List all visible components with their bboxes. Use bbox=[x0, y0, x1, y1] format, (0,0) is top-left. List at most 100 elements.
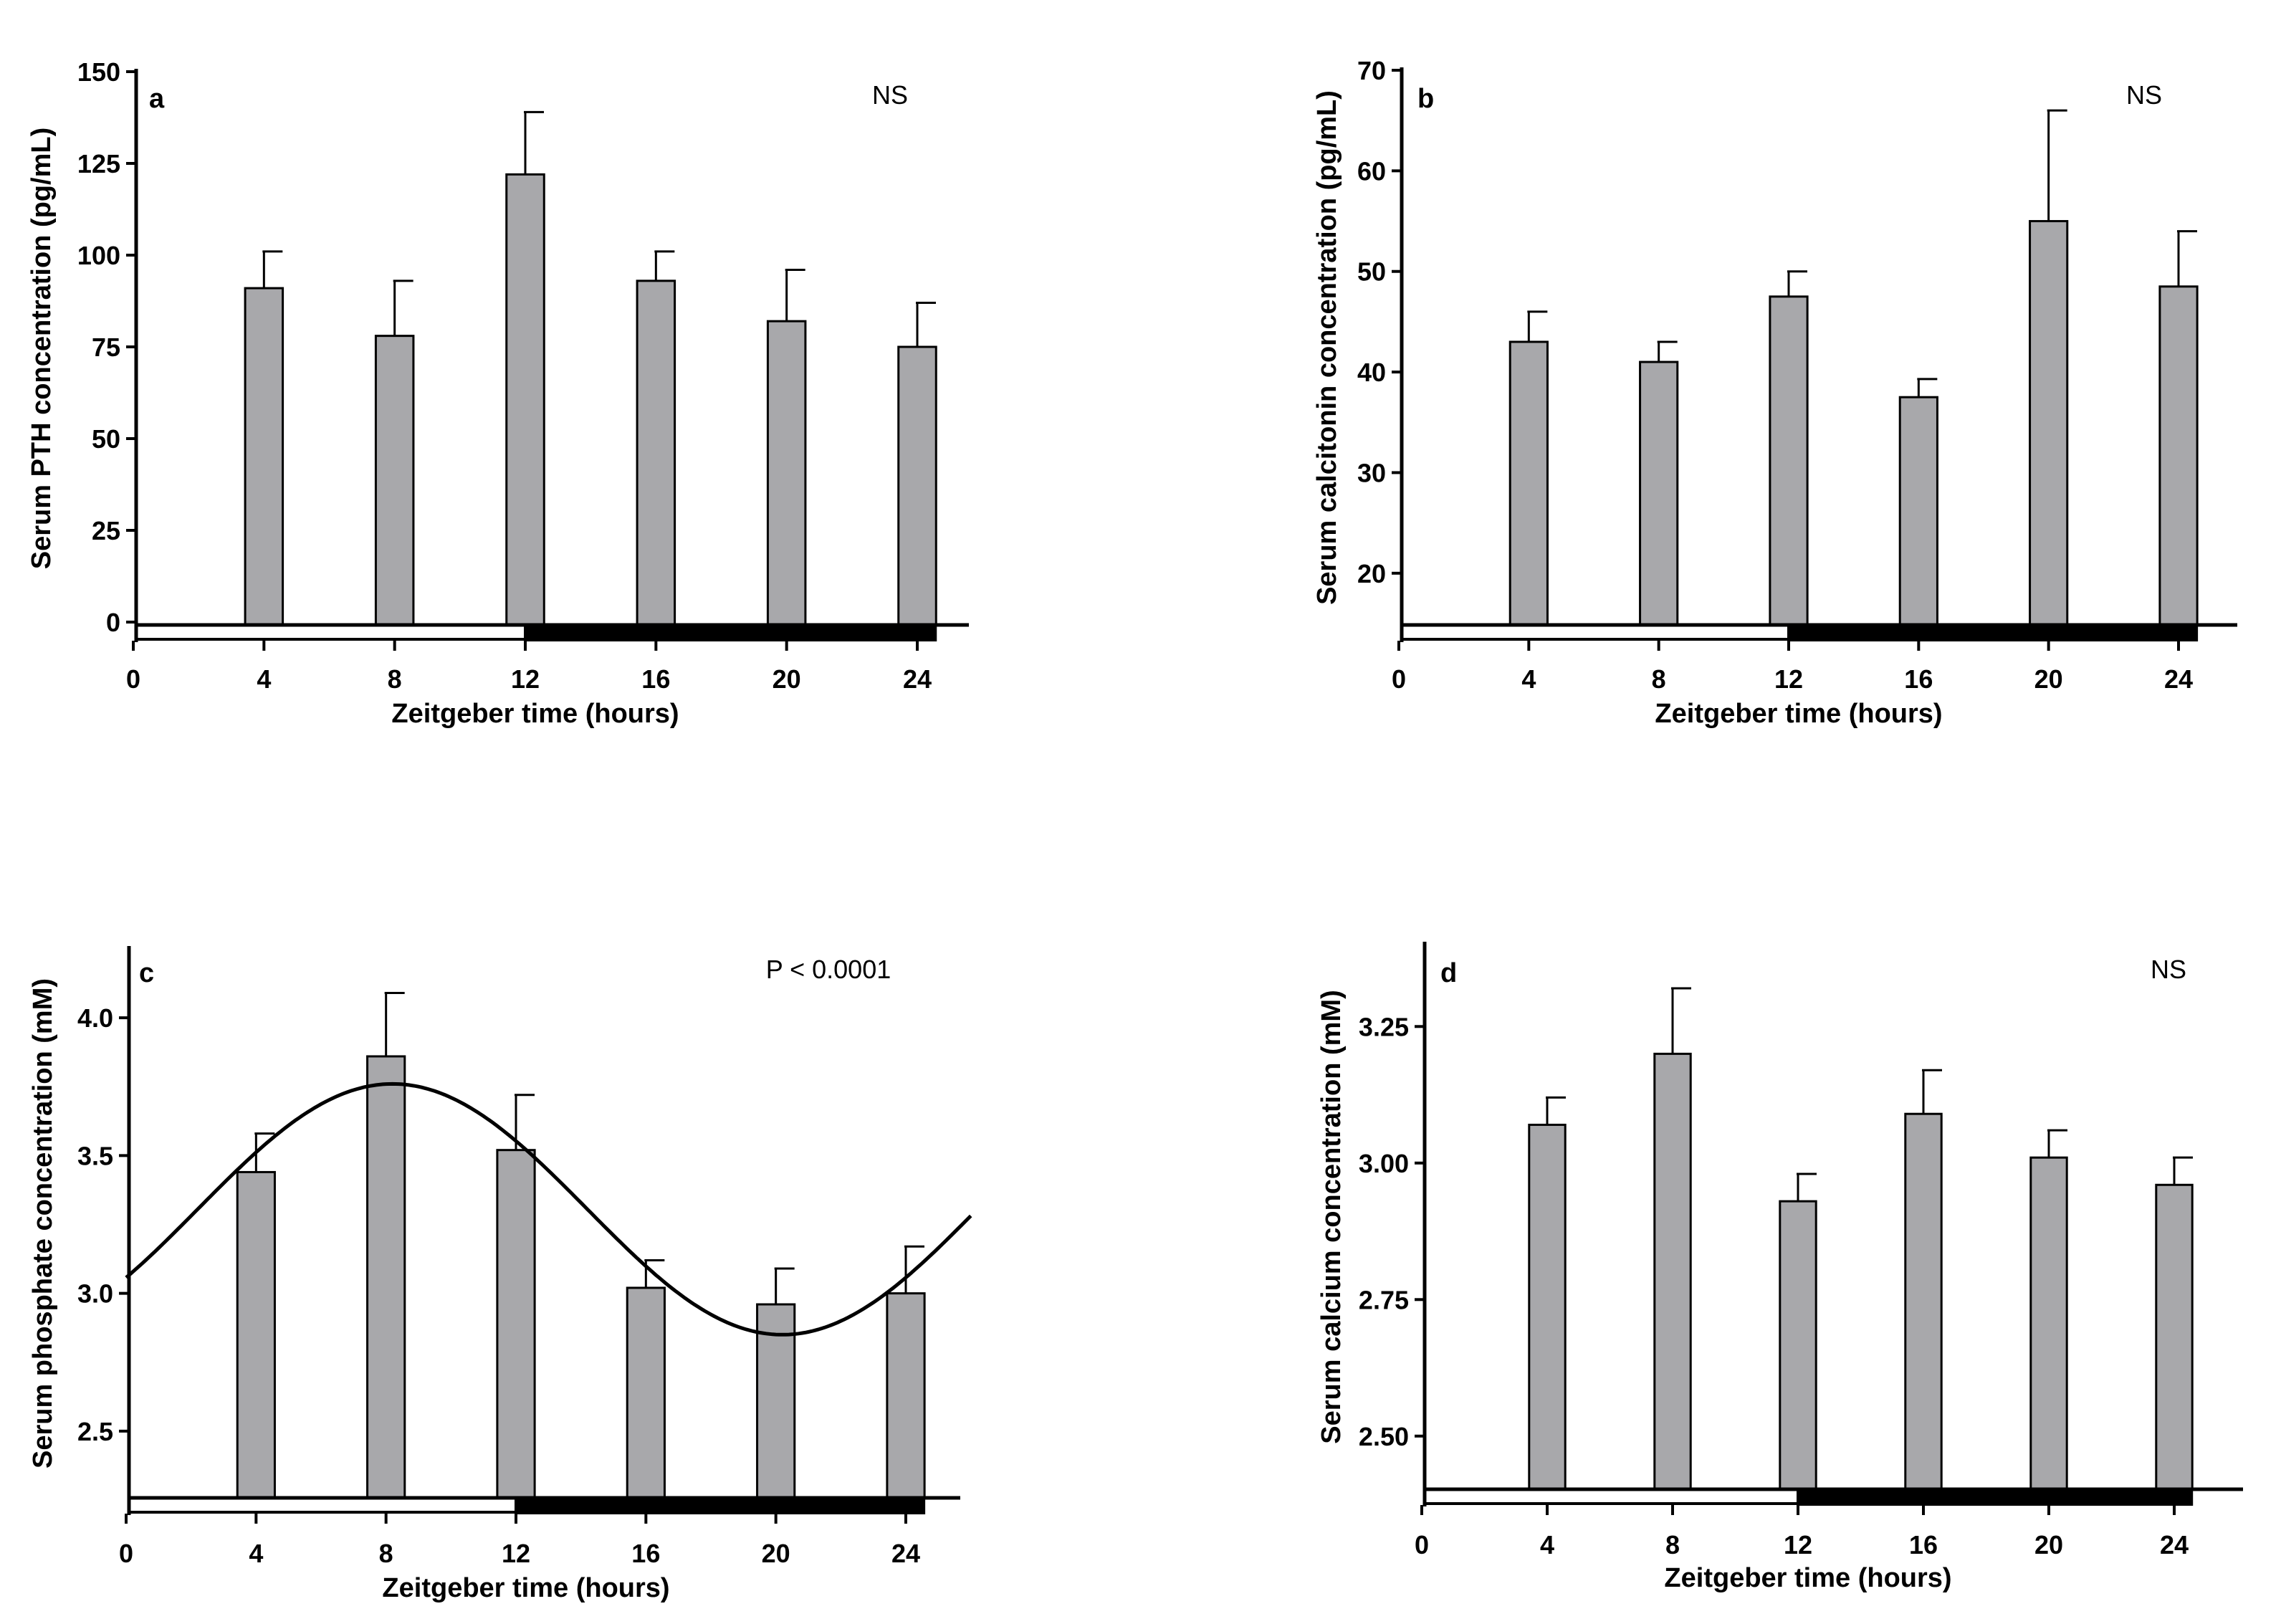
x-tick-label: 0 bbox=[1392, 664, 1406, 694]
panel-letter: d bbox=[1440, 958, 1457, 988]
y-tick-label: 2.50 bbox=[1359, 1422, 1409, 1451]
light-phase-bar bbox=[1400, 624, 1790, 641]
error-bar-20 bbox=[774, 1267, 795, 1305]
error-bar-4 bbox=[262, 250, 283, 289]
x-tick-label: 4 bbox=[1521, 664, 1536, 694]
bar-8 bbox=[374, 335, 415, 626]
y-axis-title: Serum calcitonin concentration (pg/mL) bbox=[1312, 90, 1342, 605]
error-bar-4 bbox=[1527, 310, 1548, 342]
dark-phase-bar bbox=[525, 624, 937, 641]
bar-20 bbox=[2029, 220, 2069, 626]
x-axis-title: Zeitgeber time (hours) bbox=[382, 1573, 669, 1603]
dark-phase-bar bbox=[515, 1497, 926, 1514]
error-bar-20 bbox=[2047, 1129, 2067, 1158]
x-tick-label: 0 bbox=[126, 664, 140, 694]
y-tick-label: 40 bbox=[1357, 358, 1386, 387]
x-tick-label: 24 bbox=[2164, 664, 2193, 694]
error-bar-20 bbox=[785, 268, 805, 322]
error-bar-8 bbox=[1671, 987, 1691, 1054]
y-axis-title: Serum PTH concentration (pg/mL) bbox=[27, 128, 57, 569]
y-tick-label: 30 bbox=[1357, 458, 1386, 487]
x-tick-label: 4 bbox=[249, 1539, 263, 1568]
dark-phase-bar bbox=[1797, 1489, 2194, 1506]
light-phase-bar bbox=[128, 1496, 517, 1514]
bar-12 bbox=[1779, 1200, 1817, 1491]
x-tick-label: 16 bbox=[1909, 1530, 1938, 1559]
panel-d: 2.50 2.75 3.00 3.25 0 4 8 12 16 20 24 Zeitgeber tim… bbox=[1316, 942, 2243, 1593]
x-tick-label: 8 bbox=[1652, 664, 1666, 694]
y-tick-label: 20 bbox=[1357, 559, 1386, 588]
significance-label: NS bbox=[2126, 80, 2162, 110]
bar-12 bbox=[505, 173, 545, 626]
bar-4 bbox=[236, 1170, 276, 1499]
bar-16 bbox=[1898, 396, 1938, 626]
panel-c: 2.5 3.0 3.5 4.0 0 4 8 12 16 20 24 Zeitgeber time (h… bbox=[28, 946, 972, 1603]
error-bar-4 bbox=[1546, 1096, 1566, 1125]
error-bar-16 bbox=[654, 250, 675, 281]
cosinor-fit-curve bbox=[125, 1081, 972, 1337]
error-bar-24 bbox=[2173, 1156, 2193, 1185]
x-tick-label: 12 bbox=[1774, 664, 1803, 694]
error-bar-12 bbox=[524, 110, 544, 175]
x-tick-label: 12 bbox=[1784, 1530, 1812, 1559]
bar-24 bbox=[2155, 1183, 2194, 1491]
x-tick-label: 4 bbox=[257, 664, 271, 694]
panel-b: 20 30 40 50 60 70 0 4 8 12 16 20 24 Zeitgeber time (h… bbox=[1312, 56, 2237, 729]
x-tick-label: 8 bbox=[388, 664, 402, 694]
y-axis-title: Serum phosphate concentration (mM) bbox=[28, 978, 58, 1468]
bar-8 bbox=[1639, 360, 1679, 626]
y-tick-label: 3.5 bbox=[77, 1141, 113, 1170]
error-bar-16 bbox=[1917, 378, 1938, 398]
y-tick-label: 3.25 bbox=[1359, 1012, 1409, 1041]
y-tick-label: 3.00 bbox=[1359, 1149, 1409, 1178]
y-tick-label: 2.5 bbox=[77, 1417, 113, 1446]
y-tick-label: 60 bbox=[1357, 156, 1386, 186]
error-bar-24 bbox=[904, 1245, 924, 1294]
x-tick-label: 24 bbox=[2160, 1530, 2189, 1559]
error-bar-16 bbox=[1922, 1069, 1942, 1114]
bar-8 bbox=[1653, 1052, 1692, 1491]
significance-label: P < 0.0001 bbox=[766, 955, 891, 984]
panel-a: 0 25 50 75 100 125 150 0 4 8 12 16 20 24 Zeitgeber tim… bbox=[27, 57, 969, 729]
x-tick-label: 20 bbox=[2034, 1530, 2063, 1559]
x-tick-label: 8 bbox=[379, 1539, 393, 1568]
x-axis-title: Zeitgeber time (hours) bbox=[391, 699, 679, 729]
error-bar-20 bbox=[2047, 109, 2067, 221]
panel-letter: b bbox=[1417, 84, 1434, 114]
error-bar-24 bbox=[2177, 230, 2197, 287]
bar-4 bbox=[1528, 1123, 1567, 1491]
x-tick-label: 12 bbox=[511, 664, 540, 694]
y-tick-label: 100 bbox=[77, 241, 120, 270]
x-tick-label: 20 bbox=[762, 1539, 790, 1568]
y-tick-label: 75 bbox=[92, 333, 120, 362]
y-tick-label: 4.0 bbox=[77, 1003, 113, 1033]
y-axis-title: Serum calcium concentration (mM) bbox=[1316, 990, 1347, 1443]
panel-letter: c bbox=[139, 958, 154, 988]
bar-24 bbox=[2158, 285, 2199, 626]
y-tick-label: 25 bbox=[92, 516, 120, 545]
bar-24 bbox=[886, 1292, 926, 1499]
y-tick-label: 2.75 bbox=[1359, 1285, 1409, 1314]
x-tick-label: 8 bbox=[1665, 1530, 1680, 1559]
x-axis-title: Zeitgeber time (hours) bbox=[1664, 1563, 1951, 1593]
bar-12 bbox=[1769, 295, 1809, 626]
x-tick-label: 0 bbox=[119, 1539, 133, 1568]
significance-label: NS bbox=[2151, 955, 2186, 984]
y-tick-label: 0 bbox=[106, 608, 120, 637]
x-tick-label: 20 bbox=[2034, 664, 2063, 694]
error-bar-24 bbox=[916, 302, 936, 347]
x-tick-label: 4 bbox=[1540, 1530, 1554, 1559]
x-tick-label: 20 bbox=[773, 664, 801, 694]
bar-4 bbox=[1508, 340, 1549, 626]
y-tick-label: 70 bbox=[1357, 56, 1386, 85]
y-tick-label: 150 bbox=[77, 57, 120, 87]
x-tick-label: 12 bbox=[502, 1539, 530, 1568]
error-bar-8 bbox=[1657, 340, 1678, 363]
x-tick-label: 24 bbox=[891, 1539, 920, 1568]
bar-20 bbox=[766, 320, 807, 626]
y-tick-label: 50 bbox=[1357, 257, 1386, 287]
error-bar-8 bbox=[393, 280, 413, 336]
x-tick-label: 0 bbox=[1415, 1530, 1429, 1559]
bar-8 bbox=[366, 1055, 406, 1499]
